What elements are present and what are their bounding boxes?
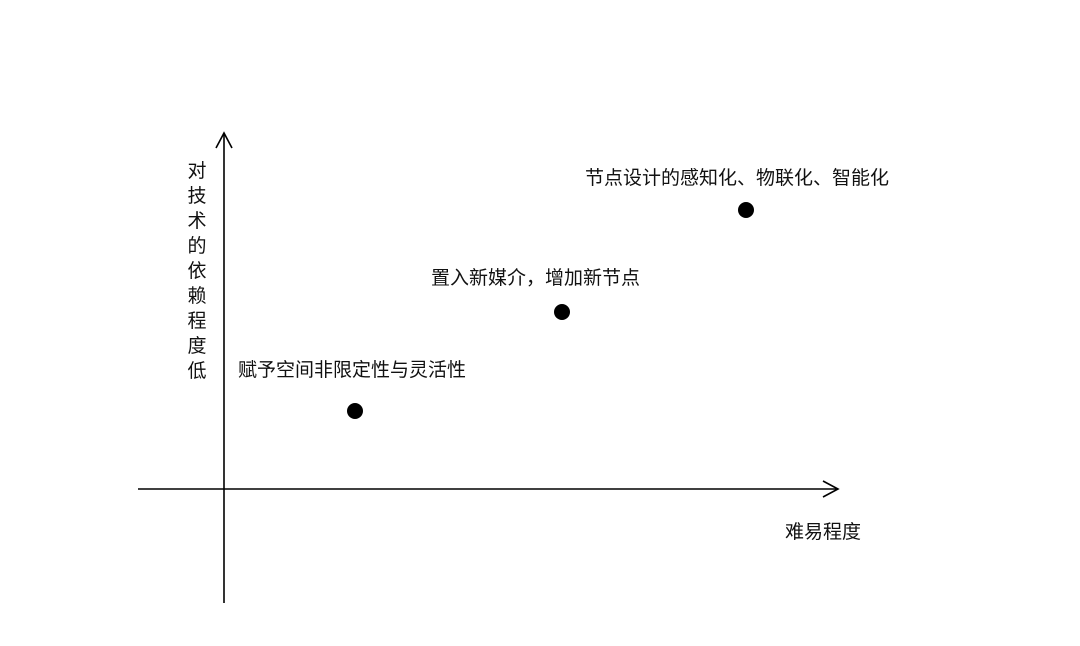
y-axis-label-char: 赖 (187, 285, 206, 307)
data-point-1 (347, 403, 363, 419)
y-axis-label-char: 的 (187, 235, 206, 257)
y-axis-arrowhead (215, 131, 233, 149)
y-axis-label-char: 依 (187, 260, 206, 282)
y-axis-label-char: 对 (187, 160, 206, 182)
point-label-2: 置入新媒介，增加新节点 (431, 267, 640, 289)
x-axis (138, 480, 840, 498)
y-axis (215, 131, 233, 603)
y-axis-label-char: 度 (187, 335, 206, 357)
data-point-3 (738, 202, 754, 218)
y-axis-label-char: 程 (187, 310, 206, 332)
y-axis-label-char: 技 (187, 185, 206, 207)
y-axis-label-char: 低 (187, 360, 206, 382)
y-axis-label: 对技术的依赖程度低 (187, 160, 206, 382)
x-axis-arrowhead (822, 480, 840, 498)
y-axis-label-char: 术 (187, 210, 206, 232)
x-axis-label: 难易程度 (785, 521, 861, 543)
point-label-1: 赋予空间非限定性与灵活性 (238, 359, 466, 381)
data-point-2 (554, 304, 570, 320)
point-label-3: 节点设计的感知化、物联化、智能化 (585, 167, 889, 189)
